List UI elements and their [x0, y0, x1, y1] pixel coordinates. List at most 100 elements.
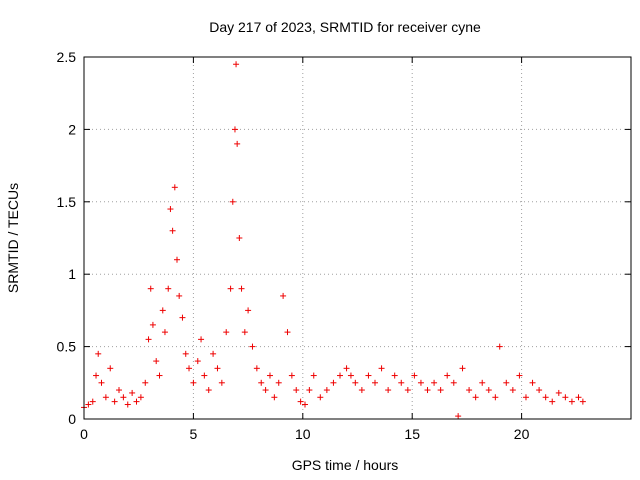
data-point [529, 379, 536, 386]
data-point [288, 372, 295, 379]
data-point [568, 398, 575, 405]
data-point [266, 372, 273, 379]
data-point [95, 350, 102, 357]
data-point [347, 372, 354, 379]
y-tick-label: 2.5 [57, 49, 77, 65]
data-point [536, 387, 543, 394]
data-point [173, 256, 180, 263]
data-point [293, 387, 300, 394]
data-point [171, 184, 178, 191]
data-point [398, 379, 405, 386]
data-point [459, 365, 466, 372]
data-point [227, 285, 234, 292]
data-point [142, 379, 149, 386]
data-point [336, 372, 343, 379]
data-point [444, 372, 451, 379]
data-point [133, 398, 140, 405]
grid [84, 57, 631, 419]
plot-frame [83, 56, 632, 420]
data-point [210, 350, 217, 357]
data-point [479, 379, 486, 386]
data-point [275, 379, 282, 386]
data-point [417, 379, 424, 386]
x-tick-label: 10 [295, 426, 311, 442]
data-point [161, 329, 168, 336]
data-point [280, 292, 287, 299]
data-point [509, 387, 516, 394]
y-tick-label: 0 [68, 411, 76, 427]
y-axis-label: SRMTID / TECUs [5, 183, 21, 293]
data-point [472, 394, 479, 401]
data-point [549, 398, 556, 405]
data-point [343, 365, 350, 372]
data-point [258, 379, 265, 386]
y-tick-label: 1.5 [57, 194, 77, 210]
data-point [262, 387, 269, 394]
data-point [466, 387, 473, 394]
data-point [147, 285, 154, 292]
data-point [153, 358, 160, 365]
data-point [194, 358, 201, 365]
data-point [297, 398, 304, 405]
data-point [238, 285, 245, 292]
data-point [102, 394, 109, 401]
data-point [358, 387, 365, 394]
data-point [365, 372, 372, 379]
data-point [214, 365, 221, 372]
data-point [306, 387, 313, 394]
data-point [330, 379, 337, 386]
data-point [310, 372, 317, 379]
data-point [323, 387, 330, 394]
data-point [176, 292, 183, 299]
data-point [93, 372, 100, 379]
data-point [542, 394, 549, 401]
data-point [107, 365, 114, 372]
data-point [424, 387, 431, 394]
data-point [223, 329, 230, 336]
data-point [411, 372, 418, 379]
data-point [129, 389, 136, 396]
data-point [159, 307, 166, 314]
data-point [253, 365, 260, 372]
data-point [179, 314, 186, 321]
data-point [182, 350, 189, 357]
data-points [81, 61, 586, 420]
data-point [372, 379, 379, 386]
data-point [167, 206, 174, 213]
data-point [218, 379, 225, 386]
data-point [284, 329, 291, 336]
data-point [492, 394, 499, 401]
data-point [522, 394, 529, 401]
data-point [234, 140, 241, 147]
data-point [271, 394, 278, 401]
data-point [236, 235, 243, 241]
data-point [496, 343, 503, 350]
chart-title: Day 217 of 2023, SRMTID for receiver cyn… [209, 19, 481, 35]
data-point [165, 285, 172, 292]
data-point [431, 379, 438, 386]
data-point [352, 379, 359, 386]
data-point [385, 387, 392, 394]
x-tick-label: 15 [404, 426, 420, 442]
data-point [85, 401, 92, 408]
data-point [575, 394, 582, 401]
y-tick-label: 2 [68, 121, 76, 137]
data-point [186, 365, 193, 372]
data-point [205, 387, 212, 394]
data-point [145, 336, 152, 343]
x-tick-label: 0 [80, 426, 88, 442]
data-point [124, 401, 131, 408]
data-point [231, 126, 238, 133]
data-point [404, 387, 411, 394]
x-tick-label: 20 [514, 426, 530, 442]
data-point [516, 372, 523, 379]
data-point [241, 329, 248, 336]
data-point [98, 379, 105, 386]
data-point [233, 61, 240, 68]
data-point [245, 307, 252, 314]
data-point [169, 227, 176, 234]
data-point [190, 379, 197, 386]
x-tick-label: 5 [190, 426, 198, 442]
data-point [450, 379, 457, 386]
